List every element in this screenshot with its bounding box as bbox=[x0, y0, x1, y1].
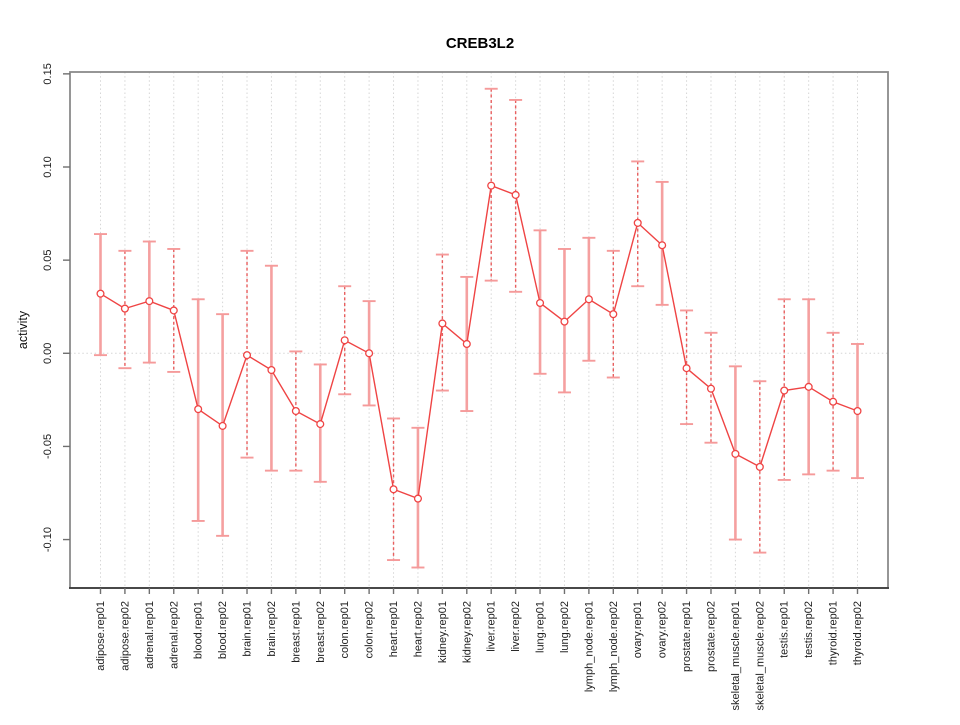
data-point bbox=[291, 406, 300, 416]
x-tick-label: blood.rep01 bbox=[193, 601, 205, 659]
x-tick-label: heart.rep01 bbox=[388, 601, 400, 657]
activity-line bbox=[100, 184, 858, 500]
x-tick-label: adipose.rep02 bbox=[119, 601, 131, 671]
x-tick-label: kidney.rep02 bbox=[461, 601, 473, 663]
data-point bbox=[609, 310, 618, 319]
x-tick-label: breast.rep02 bbox=[315, 601, 327, 663]
data-point bbox=[755, 462, 764, 471]
data-point bbox=[438, 319, 447, 328]
data-point bbox=[413, 494, 423, 503]
x-tick-label: colon.rep01 bbox=[339, 601, 351, 659]
x-tick-label: breast.rep01 bbox=[290, 601, 302, 663]
x-tick-label: adrenal.rep02 bbox=[168, 601, 180, 669]
data-point bbox=[511, 190, 520, 199]
x-tick-label: adrenal.rep01 bbox=[144, 601, 156, 669]
y-tick-label: 0.10 bbox=[42, 156, 54, 177]
x-tick-label: ovary.rep01 bbox=[632, 601, 644, 658]
x-tick-label: prostate.rep02 bbox=[705, 601, 717, 672]
plot-area: adipose.rep01 adipose.rep02 adrenal.rep01 a… bbox=[42, 63, 889, 710]
x-tick-label: lung.rep01 bbox=[535, 601, 547, 653]
x-tick-label: adipose.rep01 bbox=[95, 601, 107, 671]
data-point bbox=[535, 298, 545, 308]
data-point bbox=[462, 339, 471, 349]
data-point bbox=[389, 485, 398, 494]
x-tick-label: skeletal_muscle.rep01 bbox=[730, 601, 742, 710]
data-point bbox=[487, 181, 496, 190]
x-tick-label: heart.rep02 bbox=[412, 601, 424, 657]
y-tick-label: 0.15 bbox=[42, 63, 54, 84]
data-point bbox=[560, 317, 569, 326]
x-tick-label: thyroid.rep02 bbox=[852, 601, 864, 665]
x-tick-label: prostate.rep01 bbox=[681, 601, 693, 672]
x-tick-label: brain.rep02 bbox=[266, 601, 278, 657]
x-tick-label: lymph_node.rep02 bbox=[608, 601, 620, 692]
data-point bbox=[145, 297, 154, 306]
data-point bbox=[120, 304, 129, 313]
data-point bbox=[804, 382, 813, 391]
data-point bbox=[169, 306, 178, 315]
x-tick-label: testis.rep01 bbox=[779, 601, 791, 658]
data-point bbox=[829, 397, 838, 406]
y-tick-label: -0.05 bbox=[42, 434, 54, 459]
x-tick-label: liver.rep02 bbox=[510, 601, 522, 652]
x-tick-label: lymph_node.rep01 bbox=[583, 601, 595, 692]
data-point bbox=[316, 420, 325, 429]
x-tick-label: lung.rep02 bbox=[559, 601, 571, 653]
y-axis-label: activity bbox=[16, 310, 30, 349]
plot-box bbox=[69, 71, 889, 589]
data-point bbox=[96, 289, 105, 298]
data-point bbox=[242, 351, 252, 360]
chart-title: CREB3L2 bbox=[446, 35, 514, 52]
x-tick-label: colon.rep02 bbox=[364, 601, 376, 659]
data-point bbox=[633, 218, 642, 227]
x-tick-label: liver.rep01 bbox=[486, 601, 498, 652]
x-tick-label: brain.rep01 bbox=[242, 601, 254, 657]
x-tick-label: testis.rep02 bbox=[803, 601, 815, 658]
data-point bbox=[267, 366, 276, 375]
data-point bbox=[706, 384, 716, 393]
data-point bbox=[365, 349, 374, 358]
y-tick-label: -0.10 bbox=[42, 527, 54, 552]
data-point bbox=[853, 406, 862, 416]
x-tick-label: ovary.rep02 bbox=[657, 601, 669, 658]
data-point bbox=[194, 405, 203, 414]
x-tick-label: kidney.rep01 bbox=[437, 601, 449, 663]
y-tick-label: 0.00 bbox=[42, 343, 54, 364]
data-point bbox=[584, 295, 593, 304]
data-point bbox=[658, 241, 667, 250]
x-tick-label: blood.rep02 bbox=[217, 601, 229, 659]
data-point bbox=[340, 336, 349, 345]
data-point bbox=[780, 386, 789, 395]
x-tick-label: thyroid.rep01 bbox=[828, 601, 840, 665]
data-point bbox=[218, 421, 227, 430]
data-point bbox=[731, 449, 740, 458]
data-point bbox=[682, 364, 691, 373]
y-tick-label: 0.05 bbox=[42, 249, 54, 270]
x-tick-label: skeletal_muscle.rep02 bbox=[754, 601, 766, 710]
